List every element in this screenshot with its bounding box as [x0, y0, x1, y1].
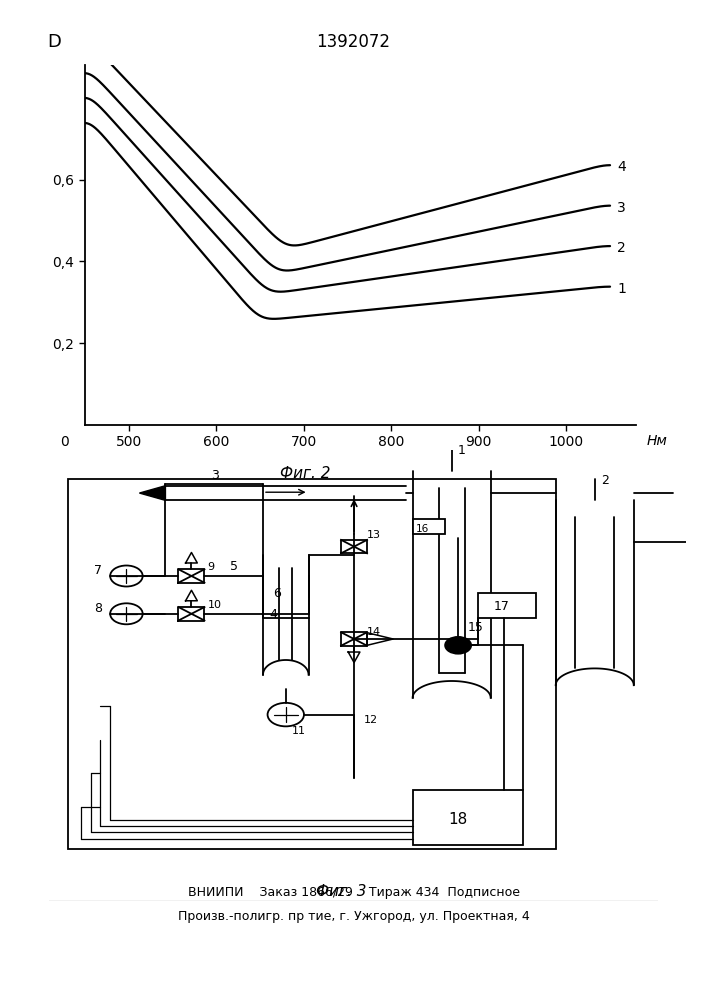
Text: Фиг. 3: Фиг. 3 — [316, 884, 366, 899]
Text: 1392072: 1392072 — [317, 33, 390, 51]
Polygon shape — [139, 486, 165, 500]
Text: 1: 1 — [617, 282, 626, 296]
Text: 0: 0 — [60, 435, 69, 449]
Text: 7: 7 — [94, 564, 102, 577]
Text: 17: 17 — [494, 600, 510, 613]
Text: 9: 9 — [208, 562, 215, 572]
Text: 12: 12 — [364, 715, 378, 725]
Text: 3: 3 — [617, 201, 626, 215]
Circle shape — [445, 637, 471, 654]
Text: ВНИИПИ    Заказ 1866/29    Тираж 434  Подписное: ВНИИПИ Заказ 1866/29 Тираж 434 Подписное — [187, 886, 520, 899]
Text: 5: 5 — [230, 560, 238, 573]
Text: Нм: Нм — [647, 434, 667, 448]
Text: 3: 3 — [211, 469, 219, 482]
Text: 2: 2 — [617, 241, 626, 255]
Circle shape — [267, 703, 304, 726]
Text: Фиг. 2: Фиг. 2 — [280, 466, 331, 481]
Text: 13: 13 — [367, 530, 381, 540]
Text: 8: 8 — [94, 602, 102, 615]
Text: 1: 1 — [458, 444, 466, 457]
Y-axis label: D: D — [47, 33, 62, 51]
Text: 10: 10 — [208, 599, 222, 609]
Text: 4: 4 — [269, 608, 277, 621]
Circle shape — [110, 603, 143, 624]
Text: 11: 11 — [292, 726, 306, 736]
Text: 15: 15 — [468, 621, 484, 634]
Text: 4: 4 — [617, 160, 626, 174]
Text: Произв.-полигр. пр тие, г. Ужгород, ул. Проектная, 4: Произв.-полигр. пр тие, г. Ужгород, ул. … — [177, 910, 530, 923]
Text: 18: 18 — [448, 812, 467, 827]
Text: 2: 2 — [601, 474, 609, 487]
Bar — [413, 790, 523, 845]
Text: 16: 16 — [416, 524, 429, 534]
Bar — [478, 593, 536, 618]
Bar — [413, 519, 445, 534]
Circle shape — [110, 566, 143, 586]
Text: 14: 14 — [367, 627, 381, 637]
Bar — [68, 479, 556, 849]
Text: 6: 6 — [273, 587, 281, 600]
